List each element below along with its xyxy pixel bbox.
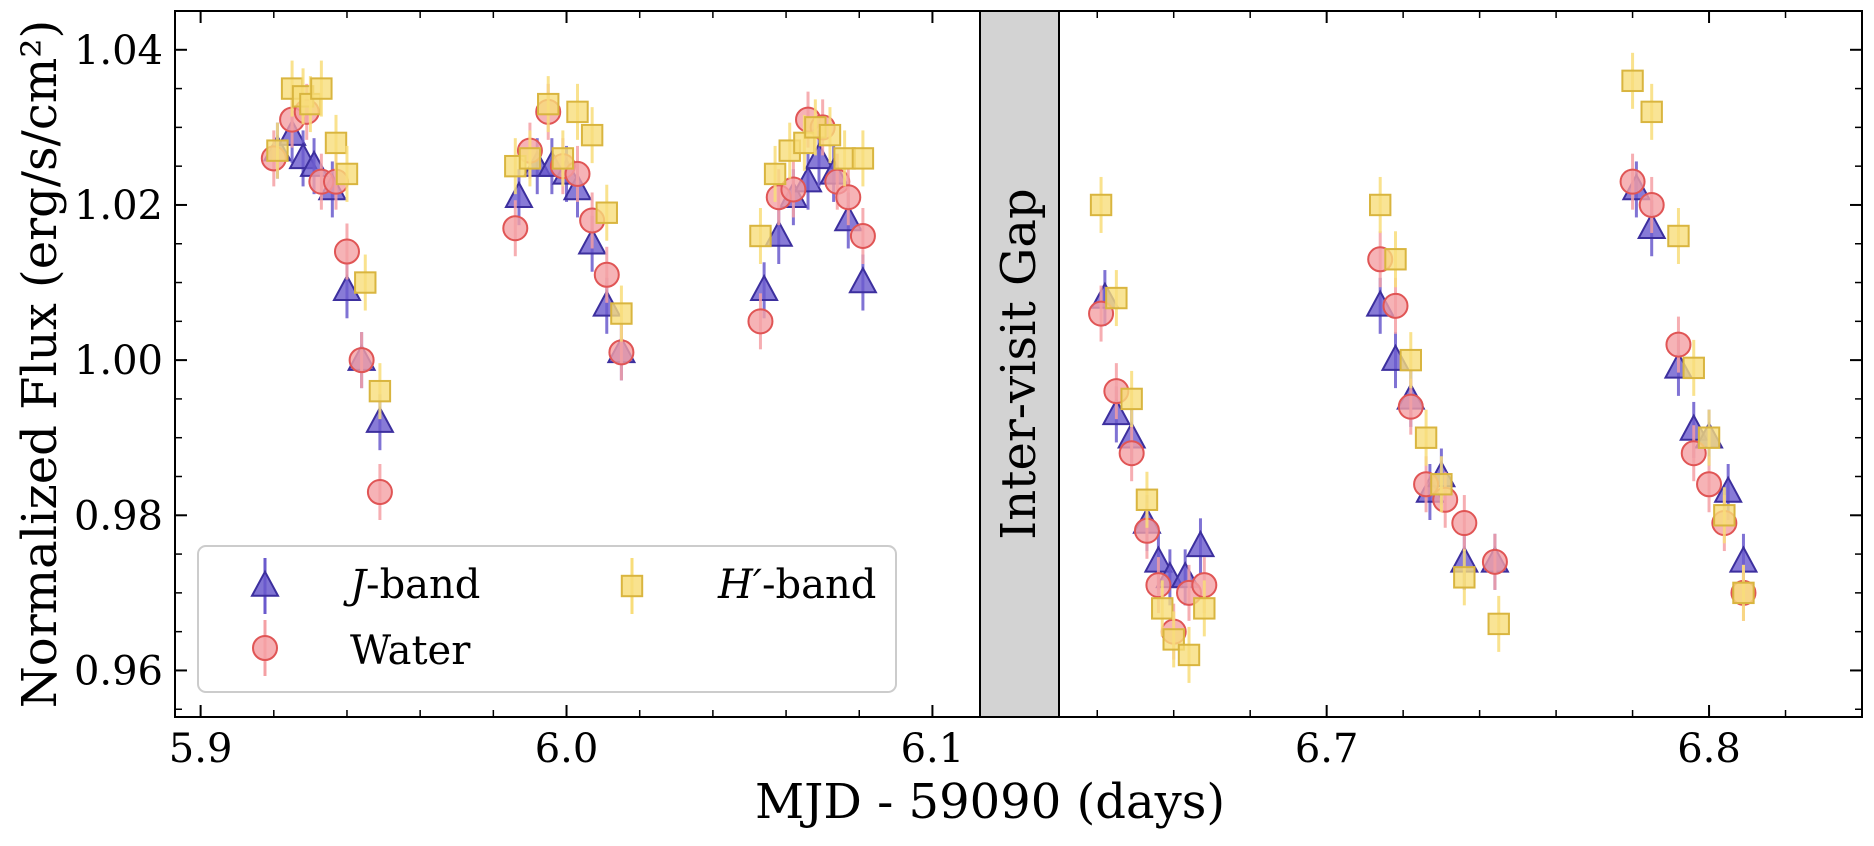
legend-j-suffix: -band <box>366 562 480 608</box>
water-point <box>1397 393 1424 420</box>
h-band-point <box>763 162 787 186</box>
h-band-point <box>566 100 589 124</box>
x-tick-label: 6.7 <box>1295 726 1359 772</box>
h-band-point <box>749 224 772 248</box>
gap-annotation-label: Inter-visit Gap <box>991 188 1047 539</box>
water-point <box>1665 331 1692 358</box>
inter-visit-gap: Inter-visit Gap <box>979 10 1060 718</box>
y-tick-label: 1.04 <box>74 28 163 74</box>
plot-frame <box>174 10 1863 718</box>
legend-j-band-marker <box>250 569 280 597</box>
data-points <box>260 52 1759 683</box>
h-band-point <box>1193 597 1216 620</box>
legend-h-symbol: H′ <box>717 562 762 608</box>
h-band-point <box>1120 387 1143 411</box>
j-band-point <box>804 142 834 170</box>
h-band-point <box>1732 581 1755 605</box>
h-band-point <box>551 147 575 170</box>
h-band-point <box>1399 348 1422 372</box>
legend: J-band H′-band Water <box>197 545 897 693</box>
water-point <box>849 222 876 249</box>
h-band-point <box>310 77 333 100</box>
h-band-point <box>610 302 633 325</box>
legend-h-band-marker <box>620 574 644 598</box>
h-band-point <box>1713 504 1736 527</box>
water-point <box>1451 510 1478 537</box>
h-band-point <box>580 123 604 147</box>
legend-box <box>197 545 897 693</box>
water-point <box>348 347 375 374</box>
h-band-point <box>1487 612 1510 636</box>
h-band-point <box>368 379 392 403</box>
h-band-point <box>1384 248 1407 271</box>
h-band-point <box>1177 643 1201 667</box>
water-point <box>593 261 620 288</box>
h-band-point <box>1682 356 1705 380</box>
j-band-point <box>504 180 534 208</box>
h-band-point <box>851 147 875 170</box>
x-tick-label: 6.1 <box>901 726 965 772</box>
j-band-point <box>1713 475 1743 503</box>
water-point <box>747 308 774 335</box>
x-axis-title: MJD - 59090 (days) <box>755 774 1225 830</box>
h-band-point <box>818 123 842 147</box>
h-band-point <box>1151 597 1174 620</box>
h-band-point <box>1089 193 1113 217</box>
j-band-point <box>365 405 395 433</box>
j-band-point <box>848 266 878 294</box>
h-band-point <box>1697 426 1721 449</box>
x-tick-label: 6.8 <box>1677 726 1741 772</box>
legend-h-suffix: -band <box>762 562 876 608</box>
water-point <box>1619 168 1646 195</box>
y-axis-title: Normalized Flux (erg/s/cm²) <box>12 20 68 708</box>
water-point <box>1118 440 1145 467</box>
water-point <box>608 339 635 366</box>
j-band-point <box>749 273 779 302</box>
j-band-point <box>332 273 362 302</box>
j-band-point <box>1185 529 1216 558</box>
h-band-point <box>1369 193 1392 217</box>
h-band-point <box>1621 69 1644 93</box>
h-band-point <box>354 271 377 294</box>
axis-ticks: 0.96 0.98 1.00 1.02 1.04 5.9 6.0 6.1 6.7 6.8 <box>74 10 1863 772</box>
h-band-point <box>1414 426 1438 449</box>
h-band-point <box>1105 286 1128 310</box>
x-tick-label: 6.0 <box>535 726 599 772</box>
water-point <box>1638 191 1665 218</box>
water-point <box>1145 572 1172 599</box>
water-point <box>1382 292 1409 319</box>
water-point <box>835 184 862 211</box>
h-band-point <box>595 201 618 224</box>
legend-water-marker <box>252 635 278 661</box>
water-point <box>780 176 807 203</box>
h-band-point <box>537 92 560 116</box>
inter-visit-gap-band <box>979 10 1060 718</box>
legend-label-j-band: J-band <box>343 562 480 608</box>
h-band-point <box>266 139 289 162</box>
y-tick-label: 1.00 <box>74 338 163 384</box>
y-tick-label: 0.98 <box>74 493 163 539</box>
y-tick-label: 0.96 <box>74 648 163 694</box>
x-tick-label: 5.9 <box>169 726 233 772</box>
water-point <box>1696 471 1723 498</box>
j-band-point <box>764 219 794 247</box>
h-band-point <box>518 147 542 170</box>
h-band-point <box>1667 224 1690 248</box>
water-point <box>366 479 393 506</box>
h-band-point <box>1640 100 1663 124</box>
h-band-point <box>335 162 359 186</box>
water-point <box>333 238 360 265</box>
h-band-point <box>1135 488 1159 511</box>
h-band-point <box>1453 566 1476 589</box>
legend-label-water: Water <box>350 628 471 674</box>
water-point <box>1481 548 1508 575</box>
water-point <box>502 215 529 242</box>
legend-label-h-band: H′-band <box>717 562 876 608</box>
legend-markers <box>250 558 644 676</box>
y-tick-label: 1.02 <box>74 183 163 229</box>
h-band-point <box>324 131 348 155</box>
h-band-point <box>1430 473 1453 496</box>
